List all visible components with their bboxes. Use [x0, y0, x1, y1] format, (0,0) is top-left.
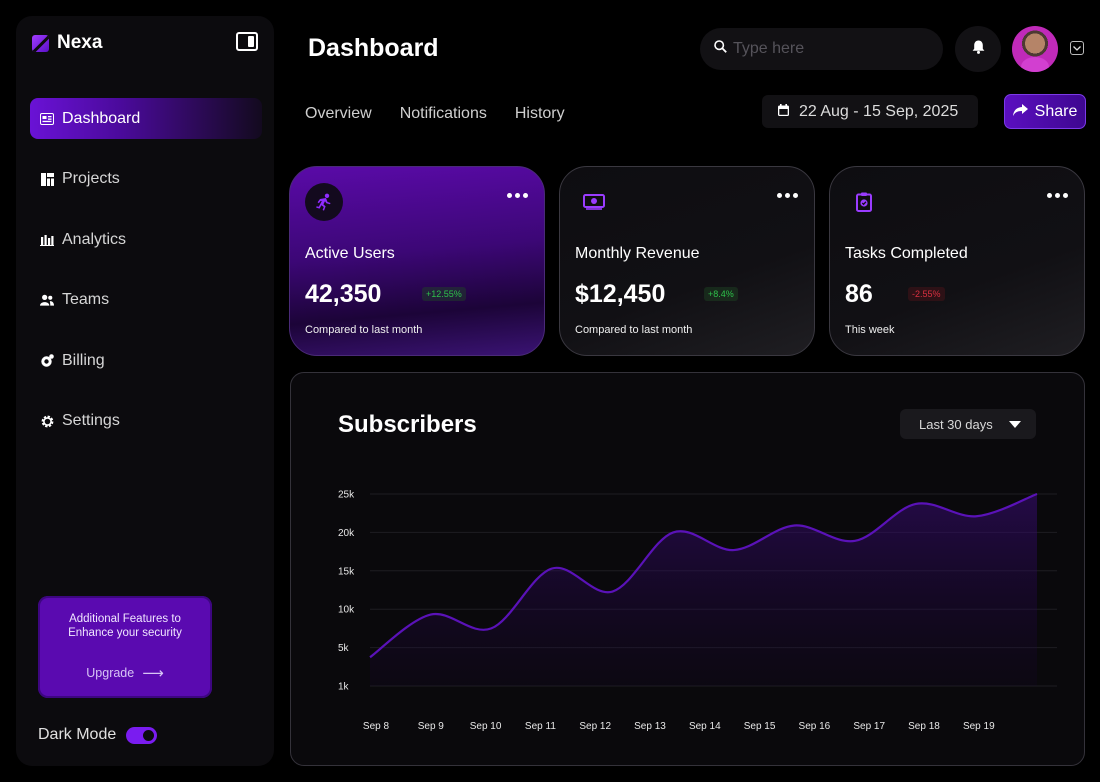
nexa-logo-icon	[32, 34, 49, 52]
stat-card-tasks-completed[interactable]: Tasks Completed 86 -2.55% This week	[829, 166, 1085, 356]
x-tick-label: Sep 10	[470, 721, 502, 732]
change-badge: -2.55%	[908, 287, 945, 301]
card-subtitle: Compared to last month	[305, 324, 423, 336]
tab-bar: Overview Notifications History	[305, 105, 565, 123]
series-line	[369, 492, 1038, 659]
y-tick-label: 5k	[338, 643, 350, 654]
stat-card-active-users[interactable]: Active Users 42,350 +12.55% Compared to …	[289, 166, 545, 356]
card-subtitle: This week	[845, 324, 895, 336]
subscribers-chart-panel: Subscribers Last 30 days 25k 20k 15k 10k 5k 1…	[290, 372, 1085, 766]
share-button[interactable]: Share	[1004, 94, 1086, 129]
stat-card-monthly-revenue[interactable]: Monthly Revenue $12,450 +8.4% Compared t…	[559, 166, 815, 356]
share-arrow-icon	[1012, 103, 1028, 121]
tab-notifications[interactable]: Notifications	[399, 105, 487, 122]
share-label: Share	[1034, 102, 1078, 120]
money-icon	[575, 183, 613, 221]
more-options-icon[interactable]	[1047, 193, 1068, 198]
x-tick-label: Sep 19	[963, 721, 995, 732]
series-area	[370, 494, 1037, 686]
billing-icon	[40, 354, 54, 368]
card-subtitle: Compared to last month	[575, 324, 693, 336]
sidebar-item-label: Dashboard	[62, 109, 141, 127]
search-bar[interactable]	[700, 28, 943, 70]
bell-icon	[972, 40, 985, 59]
x-tick-label: Sep 9	[418, 721, 445, 732]
x-tick-label: Sep 13	[634, 721, 666, 732]
more-options-icon[interactable]	[777, 193, 798, 198]
upgrade-button[interactable]: Upgrade ⟶	[38, 664, 212, 682]
card-title: Tasks Completed	[845, 245, 968, 262]
more-options-icon[interactable]	[507, 193, 528, 198]
sidebar-item-billing[interactable]: Billing	[30, 340, 262, 381]
card-value: 86	[845, 280, 873, 308]
card-value: 42,350	[305, 280, 382, 308]
sidebar-nav: Dashboard Projects Analytics Teams Billi…	[30, 98, 262, 461]
sidebar-item-label: Projects	[62, 170, 120, 187]
x-tick-label: Sep 11	[525, 721, 556, 732]
tab-overview[interactable]: Overview	[305, 105, 372, 122]
teams-icon	[40, 293, 54, 307]
x-tick-label: Sep 12	[579, 721, 611, 732]
x-tick-label: Sep 8	[363, 721, 390, 732]
x-tick-label: Sep 17	[853, 721, 885, 732]
dark-mode-row: Dark Mode	[38, 726, 158, 744]
upgrade-text: Additional Features to Enhance your secu…	[68, 613, 182, 639]
running-person-icon	[305, 183, 343, 221]
y-tick-label: 1k	[338, 682, 350, 693]
range-select-value: Last 30 days	[919, 416, 993, 432]
sidebar-item-label: Billing	[62, 351, 105, 369]
search-icon	[714, 40, 727, 58]
settings-icon	[40, 414, 54, 428]
arrow-right-icon: ⟶	[142, 665, 164, 682]
card-value: $12,450	[575, 280, 666, 308]
chevron-down-icon[interactable]	[1070, 41, 1084, 55]
sidebar-item-dashboard[interactable]: Dashboard	[30, 98, 262, 139]
card-title: Active Users	[305, 245, 395, 262]
sidebar-item-label: Teams	[62, 291, 110, 308]
card-title: Monthly Revenue	[575, 245, 700, 262]
subscribers-chart: 25k 20k 15k 10k 5k 1k Sep 8 Sep 9 Sep 10 Sep 11 Se…	[338, 490, 1057, 732]
brand-name: Nexa	[57, 32, 103, 53]
caret-down-icon	[1008, 420, 1021, 428]
sidebar: Nexa Dashboard Projects Analytics Teams	[16, 16, 274, 766]
x-tick-label: Sep 16	[799, 721, 831, 732]
sidebar-toggle-icon[interactable]	[236, 32, 258, 51]
sidebar-item-settings[interactable]: Settings	[30, 401, 262, 442]
projects-icon	[40, 172, 54, 186]
y-tick-label: 15k	[338, 566, 355, 577]
brand[interactable]: Nexa	[32, 32, 102, 54]
change-badge: +12.55%	[422, 287, 466, 301]
upgrade-label: Upgrade	[86, 666, 135, 680]
change-badge: +8.4%	[704, 287, 738, 301]
tab-history[interactable]: History	[514, 105, 565, 122]
notifications-button[interactable]	[955, 26, 1001, 72]
y-tick-label: 20k	[338, 528, 355, 539]
dark-mode-toggle[interactable]	[126, 726, 158, 744]
clipboard-check-icon	[845, 183, 883, 221]
sidebar-item-label: Settings	[62, 412, 120, 429]
dark-mode-label: Dark Mode	[38, 726, 117, 743]
sidebar-item-projects[interactable]: Projects	[30, 159, 262, 200]
sidebar-item-analytics[interactable]: Analytics	[30, 219, 262, 260]
x-tick-label: Sep 18	[908, 721, 940, 732]
search-input[interactable]	[733, 40, 923, 58]
x-tick-label: Sep 15	[744, 721, 776, 732]
y-tick-label: 25k	[338, 490, 355, 501]
dashboard-icon	[40, 112, 54, 126]
page-title: Dashboard	[308, 34, 439, 62]
sidebar-item-teams[interactable]: Teams	[30, 280, 262, 321]
date-range-picker[interactable]: 22 Aug - 15 Sep, 2025	[762, 95, 978, 128]
chart-title: Subscribers	[338, 411, 477, 438]
x-tick-label: Sep 14	[689, 721, 721, 732]
sidebar-item-label: Analytics	[62, 230, 127, 248]
analytics-icon	[40, 233, 54, 247]
avatar[interactable]	[1012, 26, 1058, 72]
range-select[interactable]: Last 30 days	[900, 409, 1036, 439]
date-range-label: 22 Aug - 15 Sep, 2025	[799, 102, 959, 120]
upgrade-card: Additional Features to Enhance your secu…	[38, 596, 212, 698]
calendar-icon	[778, 103, 789, 121]
y-tick-label: 10k	[338, 605, 355, 616]
